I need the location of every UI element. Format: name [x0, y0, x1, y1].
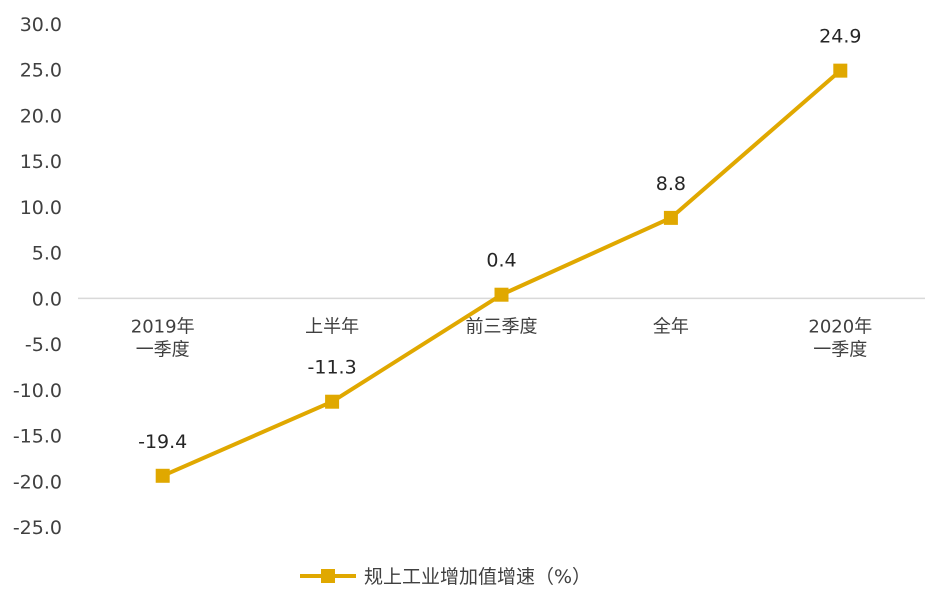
y-tick-label: -5.0: [25, 334, 62, 356]
x-tick-label-line: 全年: [653, 316, 689, 337]
data-point-marker: [833, 63, 848, 78]
y-tick-label: 10.0: [20, 197, 62, 219]
data-label: 0.4: [486, 250, 516, 272]
legend-label: 规上工业增加值增速（%）: [364, 566, 591, 588]
x-tick-label-line: 上半年: [305, 316, 359, 337]
x-tick-label: 2020年一季度: [808, 316, 872, 360]
data-label: -11.3: [308, 357, 357, 379]
x-tick-label-line: 一季度: [136, 339, 190, 360]
y-tick-label: 20.0: [20, 105, 62, 127]
x-tick-label-line: 2020年: [808, 316, 872, 337]
y-tick-label: -20.0: [13, 471, 62, 493]
y-tick-label: -10.0: [13, 380, 62, 402]
x-tick-label-line: 前三季度: [466, 316, 538, 337]
data-label: -19.4: [138, 431, 187, 453]
data-labels: -19.4 -11.3 0.4 8.8 24.9: [138, 26, 861, 453]
data-label: 8.8: [656, 173, 686, 195]
y-tick-label: 25.0: [20, 60, 62, 82]
data-point-marker: [155, 468, 170, 483]
y-tick-label: -15.0: [13, 426, 62, 448]
data-point-marker: [325, 394, 340, 409]
series-markers: [155, 63, 848, 483]
legend-marker-swatch: [321, 569, 335, 583]
y-tick-label: -25.0: [13, 517, 62, 539]
y-axis-ticks: 30.0 25.0 20.0 15.0 10.0 5.0 0.0 -5.0 -10.0 -15.0…: [13, 14, 62, 539]
legend: 规上工业增加值增速（%）: [300, 566, 591, 588]
x-tick-label: 上半年: [305, 316, 359, 337]
x-tick-label: 全年: [653, 316, 689, 337]
x-tick-label: 2019年一季度: [131, 316, 195, 360]
x-tick-label-line: 一季度: [813, 339, 867, 360]
data-point-marker: [494, 287, 509, 302]
y-tick-label: 5.0: [32, 243, 62, 265]
x-tick-label: 前三季度: [466, 316, 538, 337]
y-tick-label: 15.0: [20, 151, 62, 173]
y-tick-label: 30.0: [20, 14, 62, 36]
x-tick-label-line: 2019年: [131, 316, 195, 337]
data-label: 24.9: [819, 26, 861, 48]
series-line: [161, 69, 842, 478]
data-point-marker: [663, 210, 678, 225]
y-tick-label: 0.0: [32, 288, 62, 310]
